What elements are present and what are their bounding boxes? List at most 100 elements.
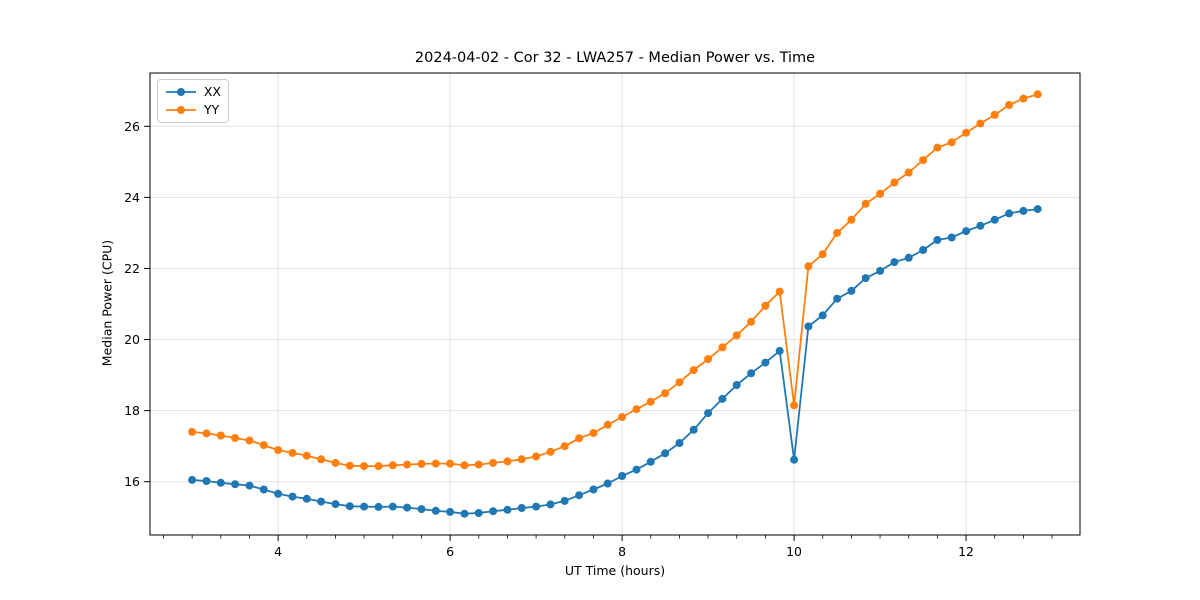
data-point-yy (890, 178, 899, 187)
data-point-yy (847, 215, 856, 224)
data-point-yy (575, 434, 584, 443)
data-point-xx (976, 221, 985, 230)
data-point-yy (374, 462, 383, 471)
y-axis-label-text: Median Power (CPU) (99, 239, 115, 367)
y-tick-label: 24 (124, 190, 140, 205)
data-point-yy (274, 446, 283, 455)
data-point-yy (245, 436, 254, 445)
y-tick-label: 26 (124, 119, 140, 134)
data-point-xx (847, 286, 856, 295)
y-tick-label: 18 (124, 403, 140, 418)
data-point-yy (775, 287, 784, 296)
data-point-xx (603, 479, 612, 488)
data-point-xx (575, 491, 584, 500)
data-point-xx (804, 322, 813, 331)
y-tick-label: 22 (124, 261, 140, 276)
legend-label-yy: YY (204, 101, 220, 117)
data-point-xx (216, 478, 225, 487)
data-point-yy (474, 460, 483, 469)
data-point-yy (388, 461, 397, 470)
legend: XX YY (157, 79, 229, 123)
data-point-yy (417, 459, 426, 468)
data-point-xx (747, 369, 756, 378)
data-point-xx (689, 425, 698, 434)
data-point-xx (331, 500, 340, 509)
data-point-xx (245, 481, 254, 490)
axes-spines (149, 72, 1081, 536)
data-point-xx (833, 294, 842, 303)
data-point-xx (546, 500, 555, 509)
data-point-xx (403, 503, 412, 512)
data-point-xx (460, 509, 469, 518)
data-point-xx (632, 465, 641, 474)
data-point-xx (517, 504, 526, 512)
data-point-xx (374, 502, 383, 511)
legend-item-yy: YY (165, 101, 221, 119)
x-axis-label: UT Time (hours) (564, 563, 666, 578)
data-point-xx (775, 346, 784, 355)
data-point-yy (689, 366, 698, 375)
data-point-xx (1033, 205, 1042, 214)
data-point-yy (446, 459, 455, 468)
data-point-xx (446, 507, 455, 516)
data-point-xx (646, 457, 655, 466)
data-point-xx (345, 502, 354, 511)
data-point-xx (962, 227, 971, 236)
data-point-yy (216, 431, 225, 440)
data-point-yy (302, 451, 311, 460)
data-point-yy (403, 460, 412, 469)
data-point-yy (761, 301, 770, 310)
data-point-yy (532, 452, 541, 461)
data-point-yy (503, 457, 512, 466)
data-point-xx (1019, 206, 1028, 215)
y-tick-label: 20 (124, 332, 140, 347)
data-point-xx (231, 480, 240, 489)
data-point-xx (188, 475, 197, 484)
data-point-yy (632, 405, 641, 414)
data-point-yy (345, 461, 354, 470)
data-point-xx (661, 449, 670, 458)
x-tick-label: 4 (274, 544, 282, 559)
data-point-yy (231, 434, 240, 442)
x-tick-label: 12 (958, 544, 974, 559)
data-point-yy (1019, 94, 1028, 103)
data-point-yy (489, 458, 498, 467)
data-point-yy (861, 199, 870, 208)
data-point-yy (1033, 90, 1042, 99)
data-point-yy (675, 378, 684, 387)
data-point-xx (431, 506, 440, 515)
chart-title: 2024-04-02 - Cor 32 - LWA257 - Median Po… (414, 50, 816, 66)
data-point-xx (274, 489, 283, 498)
data-point-xx (302, 494, 311, 503)
data-point-yy (947, 138, 956, 147)
data-point-xx (417, 505, 426, 514)
data-point-xx (732, 381, 741, 389)
data-point-yy (589, 429, 598, 437)
data-point-yy (517, 455, 526, 464)
data-point-yy (790, 401, 799, 410)
data-point-xx (904, 253, 913, 262)
data-point-yy (933, 143, 942, 152)
data-point-yy (288, 448, 297, 457)
data-point-yy (747, 317, 756, 326)
y-tick-label: 16 (124, 474, 140, 489)
data-point-xx (704, 409, 713, 418)
data-point-xx (560, 496, 569, 505)
data-point-yy (646, 397, 655, 406)
data-point-xx (489, 507, 498, 516)
data-point-xx (360, 502, 369, 511)
data-point-yy (904, 168, 913, 177)
data-point-yy (976, 119, 985, 128)
data-point-xx (288, 492, 297, 501)
data-point-yy (360, 462, 369, 471)
data-point-xx (317, 497, 326, 506)
data-point-xx (761, 358, 770, 367)
data-point-yy (818, 250, 827, 259)
data-point-yy (704, 355, 713, 364)
data-point-xx (919, 246, 928, 254)
data-point-yy (560, 442, 569, 451)
data-point-yy (990, 110, 999, 119)
x-tick-label: 8 (618, 544, 626, 559)
data-point-xx (675, 439, 684, 447)
data-point-yy (259, 441, 268, 450)
